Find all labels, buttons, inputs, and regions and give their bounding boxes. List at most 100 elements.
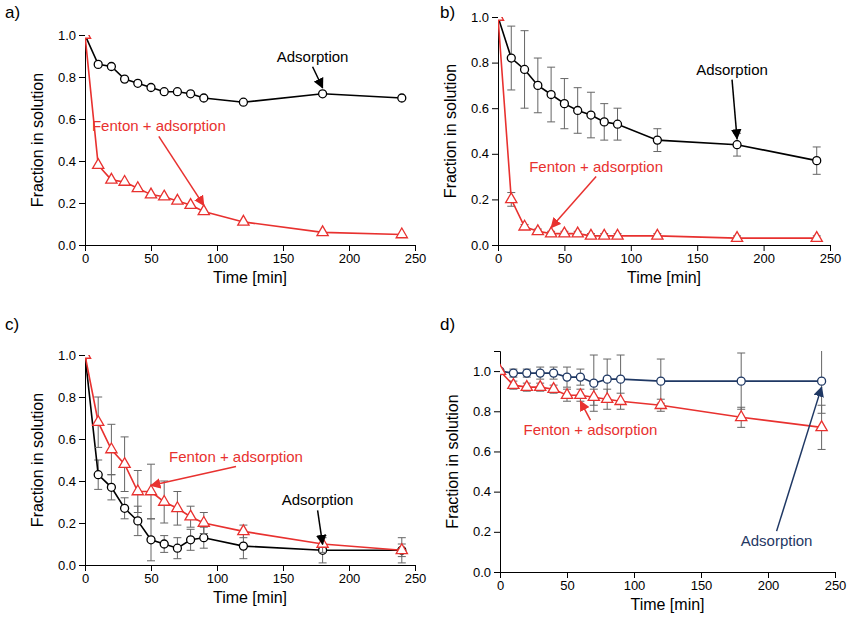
y-tick-label: 0.2 — [473, 524, 491, 539]
series-label: Fenton + adsorption — [523, 421, 657, 438]
error-bar-cap — [603, 389, 611, 390]
data-point — [535, 381, 546, 391]
y-tick-mark — [494, 532, 500, 533]
x-tick-mark — [835, 572, 836, 578]
y-tick-mark — [492, 17, 498, 18]
plot-area — [85, 355, 407, 563]
error-bar-cap — [147, 518, 155, 519]
error-bar-cap — [521, 108, 529, 109]
y-tick-label: 0.4 — [473, 484, 491, 499]
data-point — [733, 141, 741, 149]
data-point — [561, 389, 572, 399]
x-axis-title: Time [min] — [213, 589, 287, 606]
data-point — [603, 375, 611, 383]
x-axis-title: Time [min] — [630, 596, 704, 613]
x-tick: 250 — [405, 565, 427, 586]
data-point — [547, 91, 555, 99]
series-label: Adsorption — [696, 61, 768, 78]
data-point — [572, 227, 583, 237]
x-tick: 100 — [207, 565, 229, 586]
y-tick: 0.6 — [58, 432, 85, 447]
x-tick: 50 — [144, 565, 158, 586]
annotation-arrow — [580, 401, 590, 420]
error-bar — [813, 147, 821, 174]
y-tick-label: 0.0 — [58, 238, 76, 253]
x-tick: 250 — [825, 572, 847, 593]
data-point — [818, 377, 826, 385]
y-tick-mark — [79, 565, 85, 566]
error-bar-cap — [187, 550, 195, 551]
y-axis: 0.00.20.40.60.81.0 — [58, 28, 86, 253]
data-point — [121, 504, 129, 512]
y-tick-label: 0.4 — [471, 146, 489, 161]
error-bar-cap — [576, 385, 584, 386]
panel-label: b) — [440, 3, 455, 22]
y-tick-label: 1.0 — [473, 364, 491, 379]
error-bar-cap — [547, 121, 555, 122]
x-axis-line — [501, 573, 836, 579]
error-bar — [121, 498, 129, 519]
data-point — [521, 65, 529, 73]
data-point — [132, 182, 143, 192]
data-point — [576, 373, 584, 381]
y-tick-label: 0.0 — [58, 558, 76, 573]
data-point — [521, 381, 532, 391]
data-point — [523, 369, 531, 377]
y-tick-mark — [79, 203, 85, 204]
error-bar-cap — [94, 489, 102, 490]
x-tick-mark — [701, 572, 702, 578]
error-bar — [536, 367, 544, 379]
error-bar — [509, 369, 517, 377]
data-point — [587, 111, 595, 119]
x-tick: 0 — [82, 245, 89, 266]
error-bar-cap — [187, 527, 195, 528]
y-tick: 0.8 — [473, 404, 500, 419]
y-tick-mark — [79, 355, 85, 356]
data-point — [396, 544, 407, 554]
error-bar-cap — [319, 552, 327, 553]
error-bar-cap — [147, 464, 155, 465]
data-point — [550, 369, 558, 377]
x-tick: 200 — [339, 245, 361, 266]
data-point — [317, 226, 328, 236]
data-point — [107, 63, 115, 71]
error-bar-cap — [653, 128, 661, 129]
x-tick: 50 — [144, 245, 158, 266]
error-bar-cap — [600, 103, 608, 104]
data-point — [94, 471, 102, 479]
x-tick-mark — [631, 245, 632, 251]
error-bar-cap — [107, 424, 115, 425]
x-tick-mark — [768, 572, 769, 578]
x-tick: 0 — [495, 245, 502, 266]
series — [85, 355, 406, 563]
x-tick-label: 200 — [339, 251, 361, 266]
panel: b)0501001502002500.00.20.40.60.81.0Time … — [440, 3, 841, 286]
y-tick-mark — [494, 371, 500, 372]
error-bar — [534, 58, 542, 113]
x-tick: 100 — [620, 245, 642, 266]
annotation-arrow — [732, 80, 737, 139]
x-tick: 150 — [691, 572, 713, 593]
x-tick: 250 — [820, 245, 842, 266]
x-tick-mark — [151, 245, 152, 251]
error-bar-cap — [134, 535, 142, 536]
error-bar-cap — [121, 518, 129, 519]
y-tick: 0.4 — [58, 474, 85, 489]
x-axis: 050100150200250 — [497, 572, 846, 593]
data-point — [532, 225, 543, 235]
y-tick-mark — [79, 245, 85, 246]
x-tick-mark — [283, 245, 284, 251]
y-tick: 1.0 — [473, 364, 500, 379]
data-point — [147, 536, 155, 544]
y-tick-mark — [494, 492, 500, 493]
x-tick-label: 100 — [207, 571, 229, 586]
y-tick: 0.0 — [58, 558, 85, 573]
error-bar-cap — [550, 379, 558, 380]
error-bar — [818, 351, 826, 413]
error-bar — [523, 369, 531, 377]
x-tick-label: 150 — [273, 251, 295, 266]
error-bar-cap — [653, 151, 661, 152]
error-bar — [160, 536, 168, 553]
y-tick-mark — [79, 481, 85, 482]
x-tick: 0 — [497, 572, 504, 593]
